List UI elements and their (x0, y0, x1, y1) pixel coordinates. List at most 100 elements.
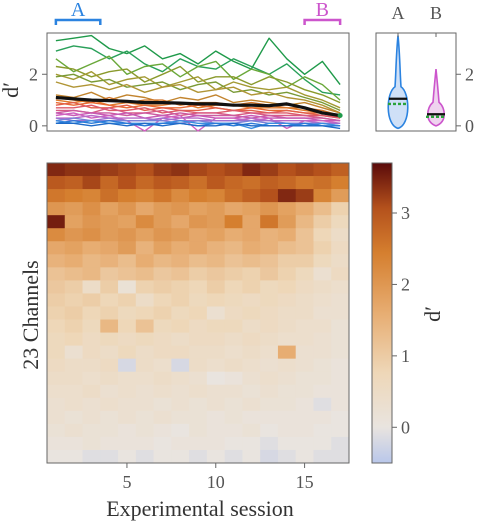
heatmap-cell (331, 358, 350, 373)
heatmap-cell (153, 449, 172, 464)
heatmap-cell (153, 280, 172, 294)
heatmap-cell (171, 189, 190, 203)
heatmap-cell (82, 267, 101, 281)
heatmap-cell (331, 449, 350, 464)
heatmap-cell (313, 319, 332, 333)
heatmap-cell (64, 267, 83, 281)
heatmap-cell (206, 254, 226, 268)
heatmap-cell (313, 397, 332, 412)
heatmap-cell (135, 449, 154, 464)
heatmap-cell (313, 358, 332, 373)
heatmap-cell (153, 306, 172, 320)
heatmap-cell (260, 449, 279, 464)
heatmap-cell (135, 319, 154, 333)
heatmap-cell (135, 423, 154, 438)
heatmap-cell (313, 384, 332, 399)
heatmap-cell (277, 306, 297, 320)
heatmap-cell (224, 293, 243, 307)
heatmap-cell (47, 345, 66, 360)
series-line (55, 101, 341, 119)
series-line (55, 114, 341, 124)
heatmap-cell (100, 202, 119, 216)
series-line (55, 55, 341, 101)
heatmap-cell (82, 202, 101, 216)
series-line (55, 112, 341, 122)
heatmap-cell (82, 449, 101, 464)
heatmap-cell (82, 358, 101, 373)
heatmap-cell (82, 397, 101, 412)
heatmap-cell (331, 306, 350, 320)
heatmap-cell (118, 293, 137, 307)
heatmap-cell (295, 436, 314, 451)
heatmap-cell (64, 306, 83, 320)
heatmap-cell (189, 410, 208, 425)
heatmap-cell (206, 176, 226, 190)
series-line (55, 107, 341, 122)
heatmap-cell (100, 332, 119, 347)
heatmap-cell (331, 267, 350, 281)
heatmap-cell (295, 332, 314, 347)
heatmap-cell (64, 215, 83, 229)
heatmap-cell (242, 345, 261, 360)
heatmap-cell (242, 332, 261, 347)
heatmap-cell (313, 215, 332, 229)
heatmap-cell (135, 241, 154, 255)
heatmap-cell (260, 384, 279, 399)
heatmap-cell (260, 267, 279, 281)
heatmap-cell (82, 319, 101, 333)
heatmap-frame (46, 162, 350, 464)
heatmap-cell (64, 449, 83, 464)
heatmap-cell (64, 332, 83, 347)
heatmap-cell (47, 384, 66, 399)
heatmap-cell (224, 410, 243, 425)
heatmap-cell (295, 267, 314, 281)
heatmap-cell (295, 410, 314, 425)
heatmap-cell (189, 176, 208, 190)
heatmap-cell (82, 423, 101, 438)
violin-category-label: B (430, 3, 442, 23)
heatmap-cell (189, 215, 208, 229)
heatmap-cell (118, 267, 137, 281)
heatmap-cell (118, 254, 137, 268)
heatmap-cell (224, 397, 243, 412)
heatmap-cell (153, 436, 172, 451)
heatmap-cell (82, 332, 101, 347)
heatmap-cell (277, 397, 297, 412)
heatmap-cell (82, 293, 101, 307)
colorbar-label: d′ (420, 306, 445, 322)
heatmap-cell (331, 345, 350, 360)
heatmap-cell (64, 254, 83, 268)
heatmap-cell (82, 189, 101, 203)
heatmap-cell (153, 254, 172, 268)
heatmap-cell (242, 280, 261, 294)
heatmap-cell (118, 306, 137, 320)
heatmap-cell (224, 449, 243, 464)
heatmap-cell (260, 293, 279, 307)
heatmap-cell (47, 293, 66, 307)
heatmap-cell (206, 189, 226, 203)
series-line (55, 95, 341, 118)
heatmap-cell (206, 241, 226, 255)
heatmap-cell (47, 449, 66, 464)
heatmap-cell (295, 176, 314, 190)
heatmap-cell (189, 384, 208, 399)
heatmap-cell (82, 176, 101, 190)
heatmap-cell (224, 345, 243, 360)
heatmap-cell (189, 345, 208, 360)
heatmap-cell (171, 163, 190, 177)
heatmap-cell (100, 371, 119, 386)
heatmap-cell (100, 423, 119, 438)
heatmap-cell (118, 280, 137, 294)
heatmap-cell (313, 332, 332, 347)
heatmap-cell (242, 410, 261, 425)
heatmap-cell (189, 241, 208, 255)
heatmap-cell (47, 306, 66, 320)
heatmap-cell (242, 384, 261, 399)
heatmap-cell (118, 332, 137, 347)
heatmap-cell (295, 215, 314, 229)
heatmap-cell (100, 176, 119, 190)
heatmap-cell (277, 176, 297, 190)
heatmap-cell (47, 176, 66, 190)
range-marker-b (303, 18, 342, 25)
